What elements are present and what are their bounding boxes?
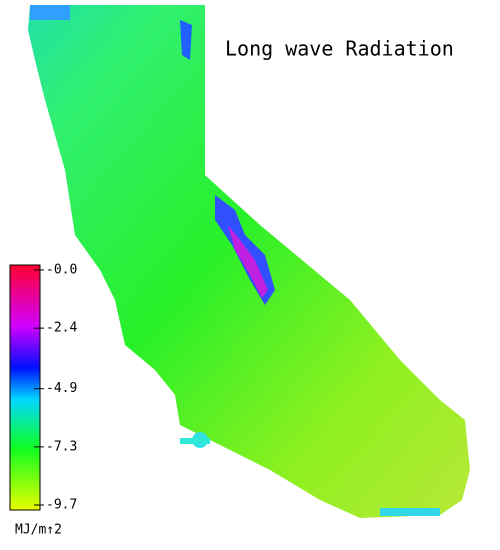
tick-label: -2.4	[46, 321, 77, 336]
tick-label: -7.3	[46, 439, 77, 454]
tick-label: -0.0	[46, 263, 77, 278]
map-title: Long wave Radiation	[225, 37, 454, 61]
tick-label: -9.7	[46, 498, 77, 513]
colorbar-ticks: -0.0 -2.4 -4.9 -7.3 -9.7	[34, 263, 77, 513]
mountain-spots	[30, 5, 440, 516]
colorbar-unit: MJ/m↑2	[15, 523, 62, 538]
colorbar	[9, 264, 41, 511]
tick-label: -4.9	[46, 381, 77, 396]
